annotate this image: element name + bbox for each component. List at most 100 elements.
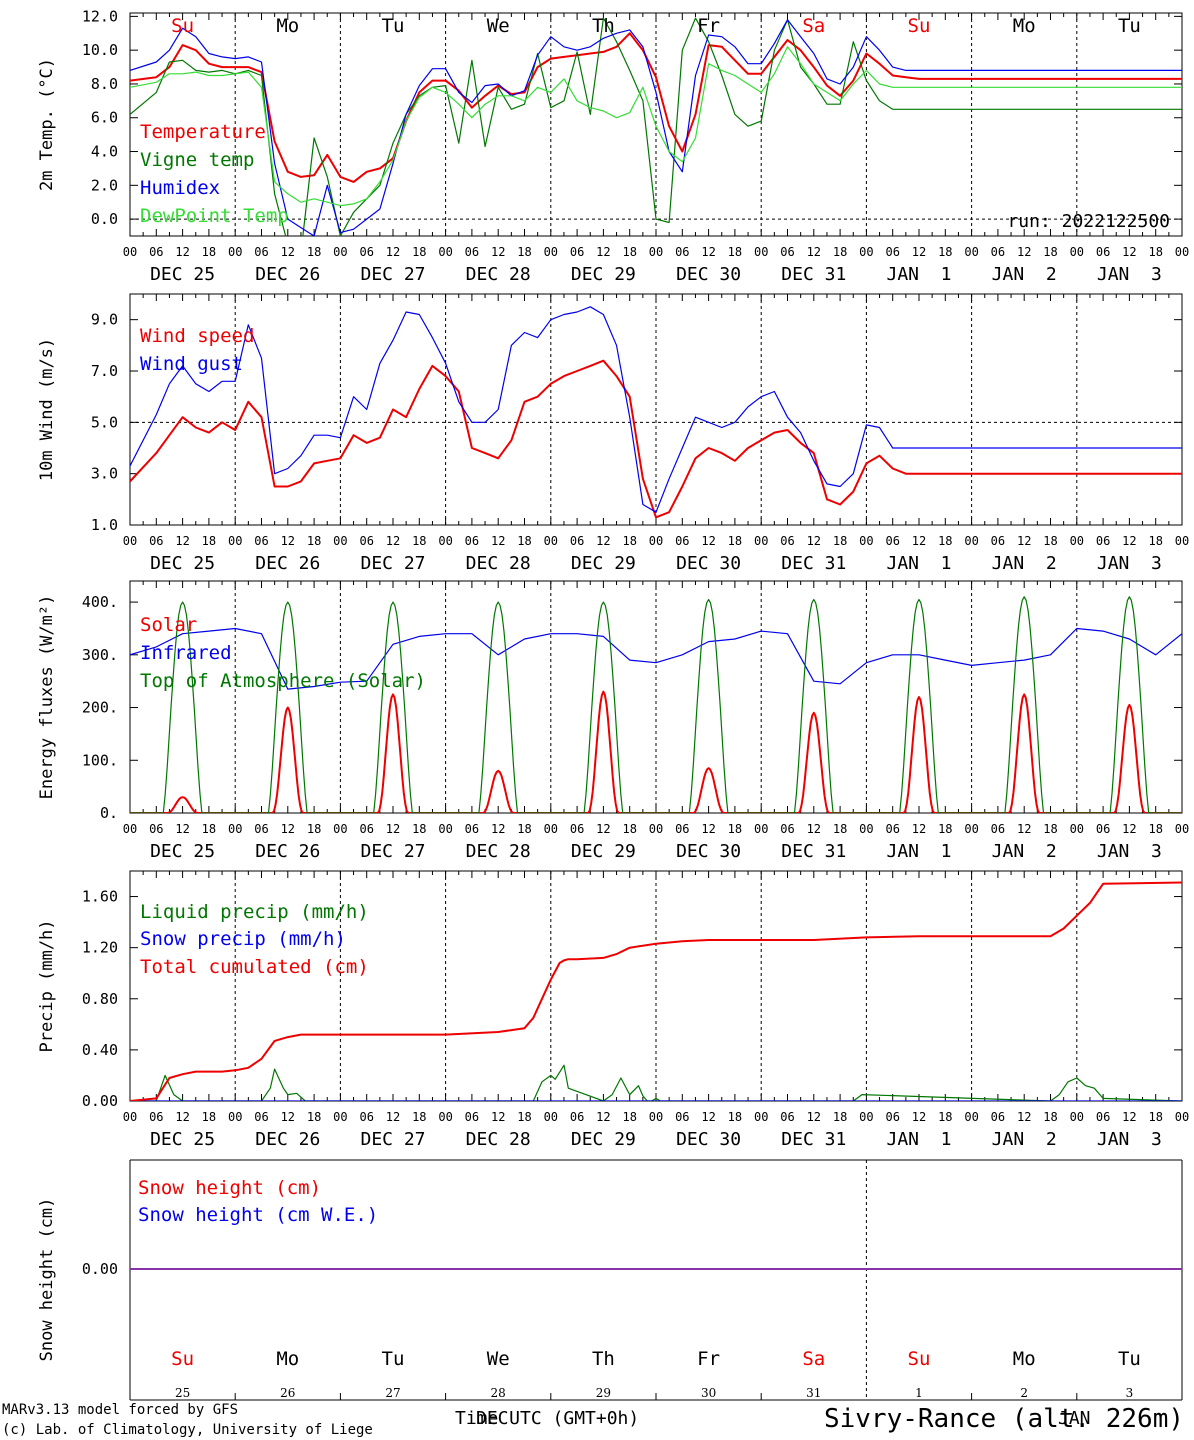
hour-tick-label: 00 [438,1110,452,1124]
hour-tick-label: 12 [491,822,505,836]
hour-tick-label: 00 [754,534,768,548]
y-tick-label: 2.0 [91,176,118,194]
hour-tick-label: 12 [1017,1110,1031,1124]
hour-tick-label: 00 [1070,822,1084,836]
hour-tick-label: 06 [570,534,584,548]
panel-wind [129,293,1183,526]
y-tick-label: 0.00 [82,1092,118,1110]
y-axis-label: Snow height (cm) [37,1198,57,1362]
hour-tick-label: 00 [123,534,137,548]
hour-tick-label: 12 [1017,245,1031,259]
weekday-label: Tu [1118,15,1141,37]
hour-tick-label: 06 [885,534,899,548]
hour-tick-label: 00 [123,1110,137,1124]
hour-tick-label: 18 [307,822,321,836]
hour-tick-label: 00 [123,822,137,836]
weekday-label: Th [592,15,615,37]
day-label: DEC 31 [781,1129,846,1150]
day-label: DEC 30 [676,841,741,862]
hour-tick-label: 18 [517,822,531,836]
hour-tick-label: 00 [649,245,663,259]
day-label: DEC 31 [781,264,846,285]
credit-line-1: MARv3.13 model forced by GFS [2,1402,238,1418]
day-label: JAN 2 [992,264,1057,285]
hour-tick-label: 06 [675,245,689,259]
hour-tick-label: 00 [1175,245,1189,259]
legend-entry: DewPoint Temp [140,205,289,227]
weekday-label: Sa [802,15,825,37]
hour-tick-label: 06 [675,534,689,548]
day-label: DEC 25 [150,264,215,285]
hour-tick-label: 18 [517,245,531,259]
hour-tick-label: 06 [149,822,163,836]
hour-tick-label: 12 [1122,1110,1136,1124]
hour-tick-label: 12 [1122,245,1136,259]
hour-tick-label: 00 [964,1110,978,1124]
series-line-wind-speed [130,359,1182,519]
hour-tick-label: 06 [570,822,584,836]
hour-tick-label: 18 [202,534,216,548]
hour-tick-label: 18 [833,1110,847,1124]
hour-tick-label: 00 [859,822,873,836]
hour-tick-label: 06 [675,1110,689,1124]
day-label: DEC 28 [466,553,531,574]
credit-line-2: (c) Lab. of Climatology, University of L… [2,1422,373,1438]
day-label: DEC 26 [255,1129,320,1150]
y-tick-label: 1.60 [82,888,118,906]
hour-tick-label: 00 [333,822,347,836]
hour-tick-label: 12 [596,534,610,548]
y-tick-label: 0.40 [82,1041,118,1059]
day-label: DEC 28 [466,841,531,862]
hour-tick-label: 00 [438,822,452,836]
hour-tick-label: 12 [386,534,400,548]
legend-entry: Snow height (cm) [138,1177,321,1199]
day-label: JAN 1 [886,553,951,574]
legend-entry: Wind gust [140,353,243,375]
hour-tick-label: 18 [1148,534,1162,548]
day-label: DEC 25 [150,553,215,574]
y-tick-label: 400. [82,593,118,611]
day-label: DEC 26 [255,553,320,574]
y-tick-label: 200. [82,699,118,717]
y-tick-label: 8.0 [91,75,118,93]
day-number: 26 [280,1386,295,1400]
hour-tick-label: 12 [281,534,295,548]
day-label: DEC 27 [360,1129,425,1150]
series-group [130,596,1182,813]
day-label: JAN 3 [1097,1129,1162,1150]
series-line-liquid-precip-mm-h [130,1064,1182,1101]
hour-tick-label: 06 [991,245,1005,259]
hour-tick-label: 18 [622,534,636,548]
hour-tick-label: 06 [1096,1110,1110,1124]
hour-tick-label: 06 [780,245,794,259]
hour-tick-label: 18 [938,245,952,259]
hour-tick-label: 18 [307,534,321,548]
hour-tick-label: 06 [359,822,373,836]
panel-energy [129,580,1183,814]
hour-tick-label: 18 [622,1110,636,1124]
hour-tick-label: 18 [728,534,742,548]
weekday-label: Tu [382,1348,405,1370]
series-line-total-cumulated-cm [130,881,1182,1101]
hour-tick-label: 00 [649,1110,663,1124]
hour-tick-label: 06 [570,245,584,259]
panel-snow [129,1159,1183,1401]
hour-tick-label: 00 [1070,534,1084,548]
y-tick-label: 1.0 [91,516,118,534]
hour-tick-label: 18 [833,534,847,548]
series-line-solar [130,690,1182,813]
hour-tick-label: 00 [964,534,978,548]
hour-tick-label: 12 [701,1110,715,1124]
hour-tick-label: 12 [912,1110,926,1124]
day-label: DEC 30 [676,264,741,285]
hour-tick-label: 12 [491,1110,505,1124]
hour-tick-label: 18 [938,534,952,548]
hour-tick-label: 12 [175,1110,189,1124]
hour-tick-label: 18 [307,1110,321,1124]
hour-tick-label: 12 [596,245,610,259]
hour-tick-label: 18 [412,1110,426,1124]
hour-tick-label: 12 [807,822,821,836]
weekday-label: Mo [1013,1348,1036,1370]
hour-tick-label: 06 [465,534,479,548]
